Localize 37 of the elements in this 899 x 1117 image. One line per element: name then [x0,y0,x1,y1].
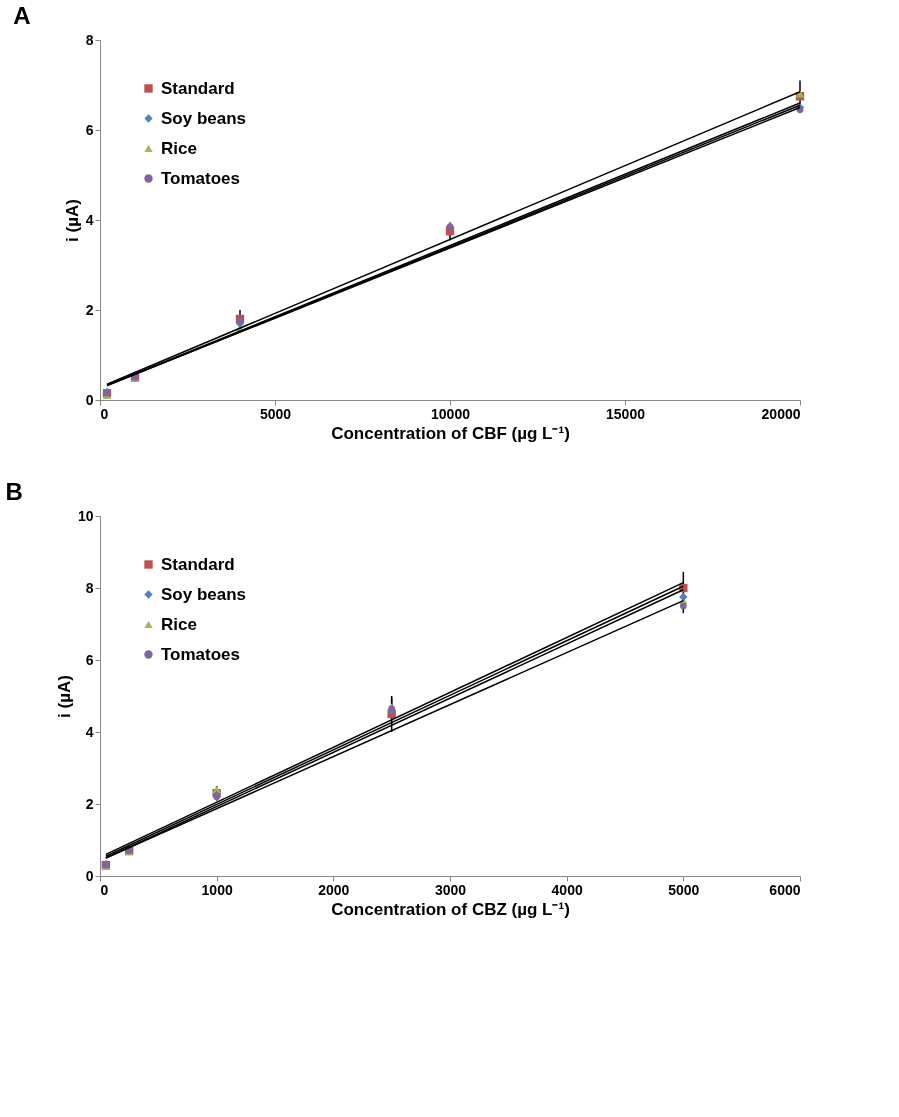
x-tick-label: 6000 [769,881,801,898]
x-tick-label: 3000 [434,881,467,898]
x-tick-label: 2000 [318,881,350,898]
y-tick-label: 6 [85,121,94,138]
x-tick-label: 20000 [761,405,801,422]
x-tick-label: 0 [100,405,109,422]
y-tick-label: 6 [85,651,94,668]
x-tick-label: 5000 [668,881,700,898]
y-tick-label: 8 [85,31,94,48]
legend-label: Tomatoes [161,168,241,188]
x-tick-label: 4000 [551,881,583,898]
x-tick-label: 15000 [606,405,646,422]
x-tick-label: 10000 [431,405,471,422]
x-tick-label: 5000 [259,405,292,422]
legend-label: Rice [161,138,197,158]
chart-title: B [5,478,23,505]
legend-label: Rice [161,614,197,634]
x-axis-title: Concentration of CBF (µg L⁻¹) [331,423,570,443]
chart-title: A [13,2,31,29]
y-axis-title: i (µA) [54,675,74,718]
legend-label: Soy beans [161,584,247,604]
x-tick-label: 1000 [201,881,233,898]
x-tick-label: 0 [100,881,109,898]
y-tick-label: 4 [85,211,94,228]
legend-label: Tomatoes [161,644,241,664]
y-tick-label: 8 [85,579,94,596]
legend-label: Soy beans [161,108,247,128]
y-tick-label: 0 [85,391,94,408]
x-axis-title: Concentration of CBZ (µg L⁻¹) [331,899,570,919]
legend-label: Standard [161,554,235,574]
y-tick-label: 2 [85,795,94,812]
y-axis-title: i (µA) [62,199,82,242]
y-tick-label: 2 [85,301,94,318]
legend-label: Standard [161,78,235,98]
y-tick-label: 4 [85,723,94,740]
y-tick-label: 0 [85,867,94,884]
y-tick-label: 10 [77,507,94,524]
